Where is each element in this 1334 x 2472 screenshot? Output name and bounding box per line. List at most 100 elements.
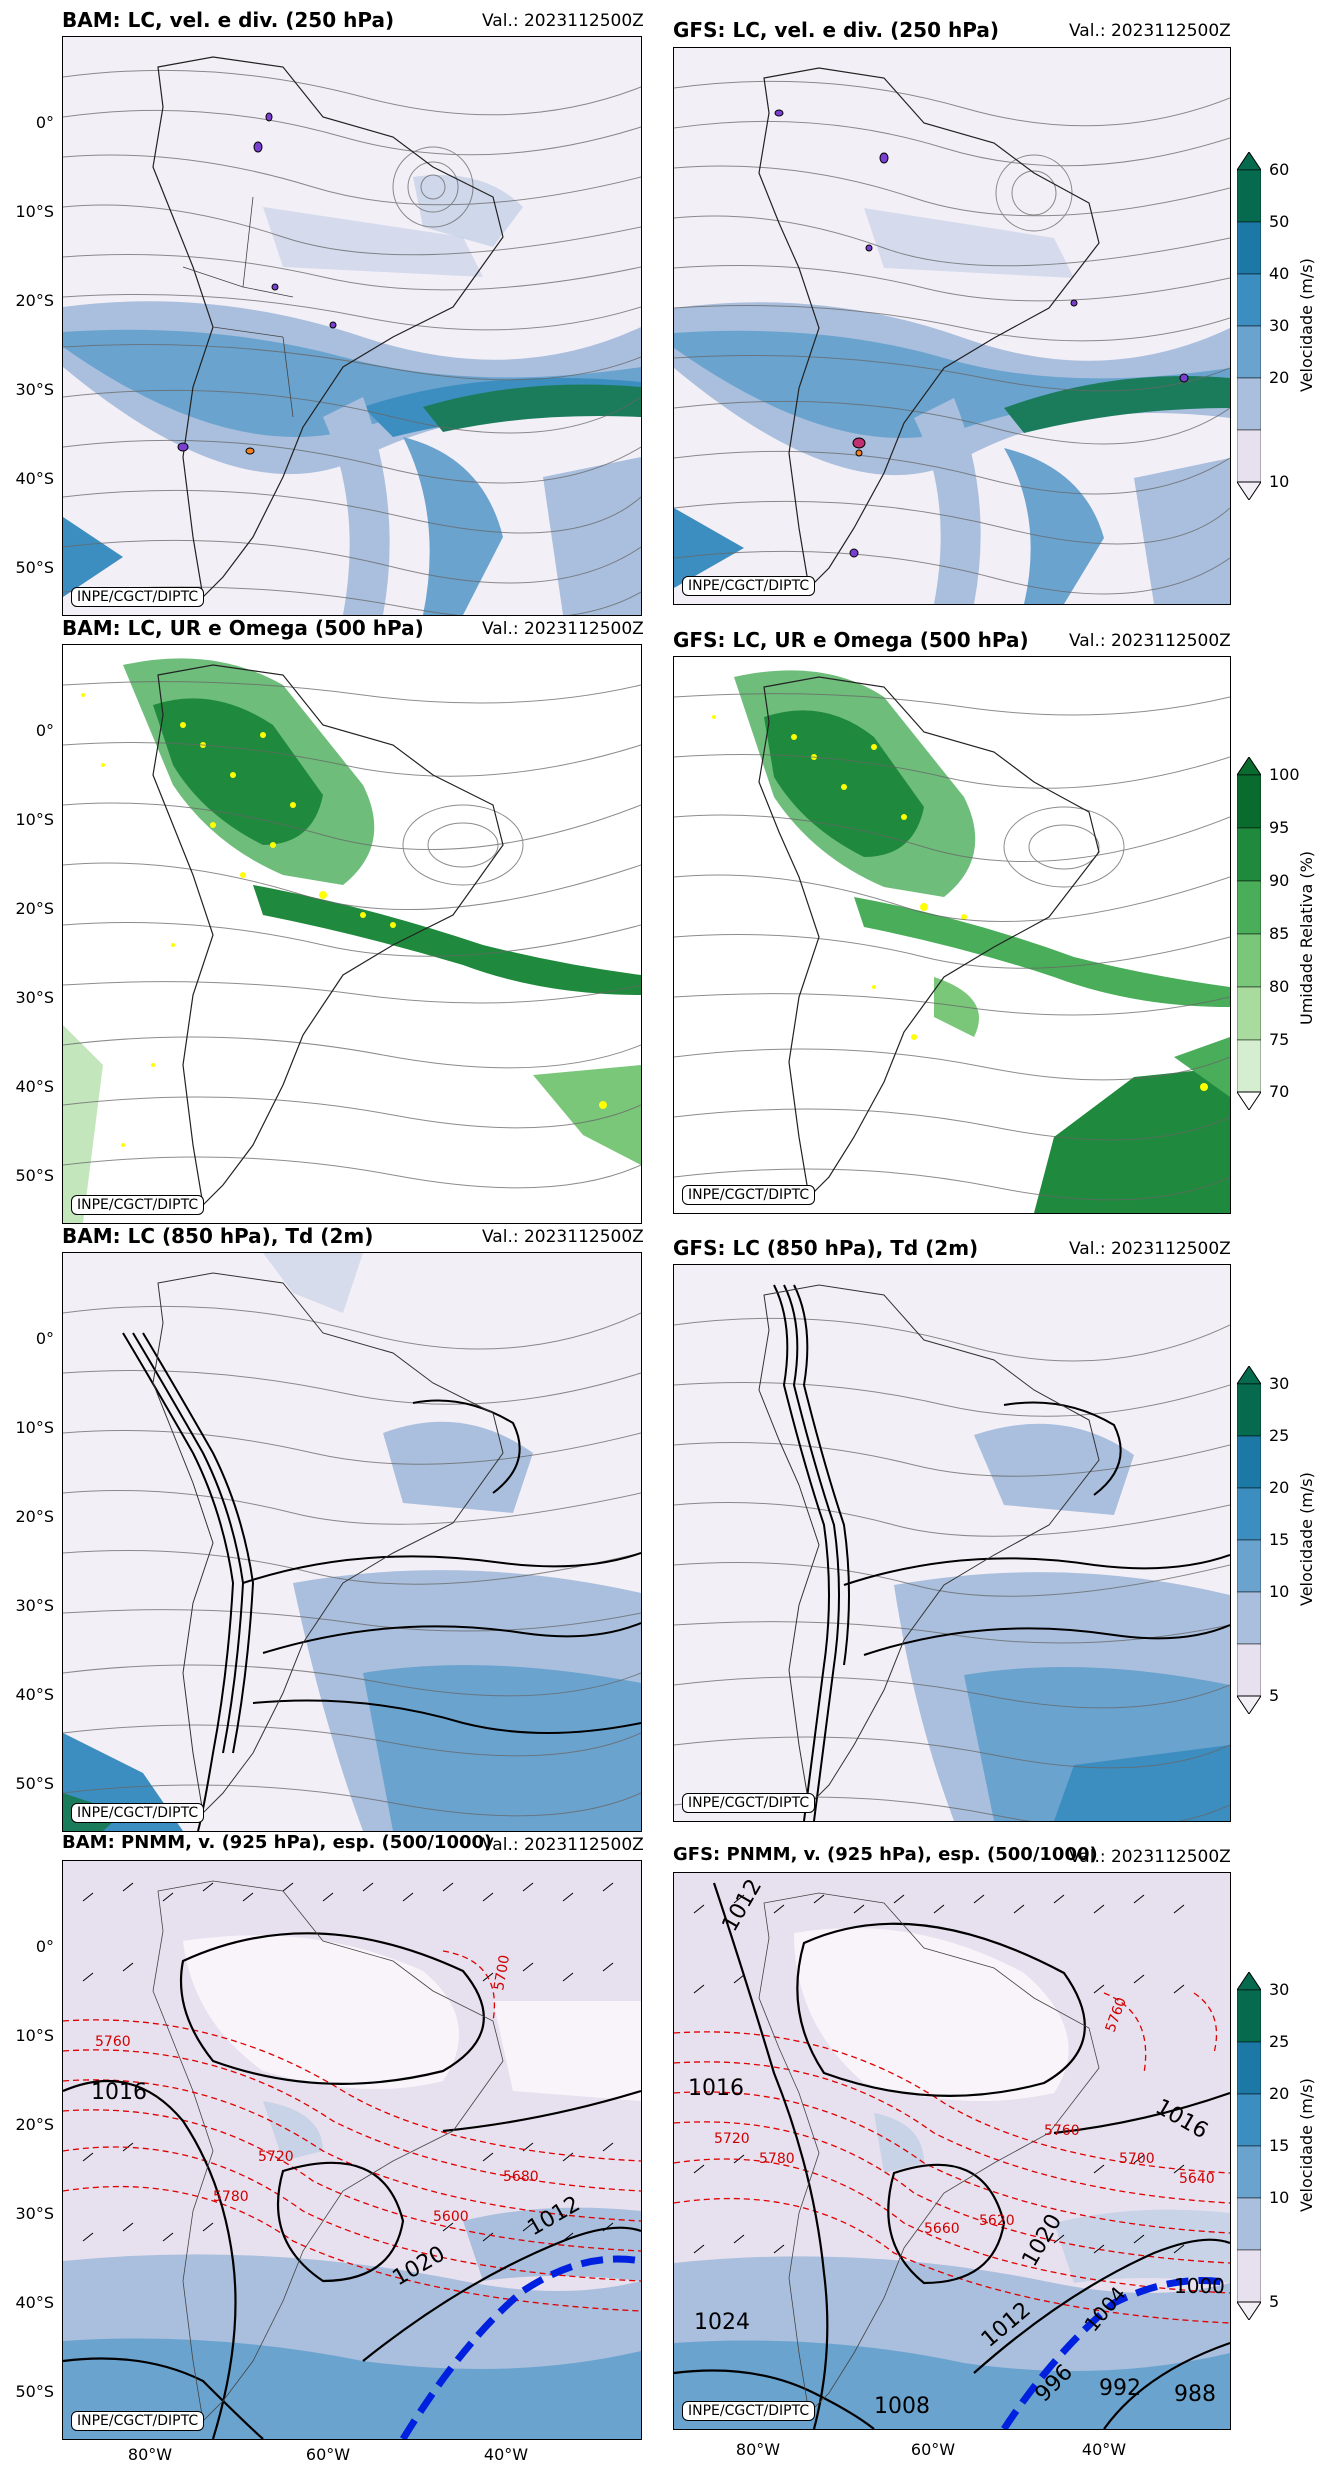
map-graphic-bam-850 bbox=[63, 1253, 641, 1831]
contour-label: 5780 bbox=[759, 2151, 795, 2167]
contour-label: 1016 bbox=[688, 2076, 744, 2101]
map-gfs-500[interactable]: INPE/CGCT/DIPTC bbox=[673, 656, 1231, 1214]
colorbar-tick: 25 bbox=[1269, 2032, 1290, 2051]
contour-label: 988 bbox=[1174, 2382, 1216, 2407]
colorbar-label: Velocidade (m/s) bbox=[1297, 258, 1316, 392]
credit-label: INPE/CGCT/DIPTC bbox=[71, 1803, 205, 1823]
contour-label: 1000 bbox=[1174, 2274, 1225, 2298]
map-gfs-pnmm[interactable]: 1012 1016 1016 5720 5760 5780 5660 5620 … bbox=[673, 1872, 1231, 2430]
credit-label: INPE/CGCT/DIPTC bbox=[682, 576, 816, 596]
lat-label: 30°S bbox=[15, 380, 54, 399]
colorbar-tick: 10 bbox=[1269, 2188, 1290, 2207]
colorbar-tick: 25 bbox=[1269, 1426, 1290, 1445]
contour-label: 1008 bbox=[874, 2394, 930, 2419]
lon-label: 40°W bbox=[483, 2445, 529, 2464]
colorbar-tick: 100 bbox=[1269, 765, 1300, 784]
lat-label: 20°S bbox=[15, 291, 54, 310]
lat-label: 30°S bbox=[15, 2204, 54, 2223]
colorbar-tick: 10 bbox=[1269, 472, 1290, 491]
colorbar-tick: 50 bbox=[1269, 212, 1290, 231]
panel-valid-bam-500: Val.: 2023112500Z bbox=[482, 619, 644, 639]
lat-label: 20°S bbox=[15, 2115, 54, 2134]
colorbar-tick: 20 bbox=[1269, 1478, 1290, 1497]
credit-label: INPE/CGCT/DIPTC bbox=[682, 1185, 816, 1205]
lat-label: 50°S bbox=[15, 1774, 54, 1793]
lon-label: 60°W bbox=[305, 2445, 351, 2464]
colorbar-tick: 15 bbox=[1269, 2136, 1290, 2155]
map-graphic-gfs-500 bbox=[674, 657, 1230, 1213]
lat-label: 20°S bbox=[15, 1507, 54, 1526]
contour-label: 5760 bbox=[95, 2034, 131, 2050]
panel-valid-bam-250: Val.: 2023112500Z bbox=[482, 11, 644, 31]
lat-label: 0° bbox=[35, 1937, 54, 1956]
lon-label: 40°W bbox=[1081, 2440, 1127, 2459]
colorbar-graphic bbox=[1237, 152, 1261, 500]
colorbar-tick: 60 bbox=[1269, 160, 1290, 179]
contour-label: 5720 bbox=[258, 2149, 294, 2165]
contour-label: 1016 bbox=[91, 2080, 147, 2105]
colorbar-tick: 90 bbox=[1269, 871, 1290, 890]
map-graphic-gfs-250 bbox=[674, 48, 1230, 604]
credit-label: INPE/CGCT/DIPTC bbox=[71, 1195, 205, 1215]
lat-label: 30°S bbox=[15, 988, 54, 1007]
map-gfs-250[interactable]: INPE/CGCT/DIPTC bbox=[673, 47, 1231, 605]
lat-label: 10°S bbox=[15, 2026, 54, 2045]
colorbar-label: Velocidade (m/s) bbox=[1297, 1472, 1316, 1606]
panel-valid-bam-850: Val.: 2023112500Z bbox=[482, 1227, 644, 1247]
panel-valid-gfs-250: Val.: 2023112500Z bbox=[1069, 21, 1231, 41]
map-bam-250[interactable]: INPE/CGCT/DIPTC bbox=[62, 36, 642, 616]
panel-valid-gfs-850: Val.: 2023112500Z bbox=[1069, 1239, 1231, 1259]
panel-title-gfs-250: GFS: LC, vel. e div. (250 hPa) bbox=[673, 18, 999, 42]
colorbar-umidade-500: 100 95 90 85 80 75 70 Umidade Relativa (… bbox=[1237, 757, 1316, 1110]
contour-label: 5700 bbox=[1119, 2151, 1155, 2167]
panel-title-gfs-850: GFS: LC (850 hPa), Td (2m) bbox=[673, 1236, 979, 1260]
lat-label: 20°S bbox=[15, 899, 54, 918]
lat-label: 0° bbox=[35, 113, 54, 132]
lat-label: 40°S bbox=[15, 469, 54, 488]
panel-title-bam-250: BAM: LC, vel. e div. (250 hPa) bbox=[62, 8, 395, 32]
lon-label: 80°W bbox=[127, 2445, 173, 2464]
lat-label: 10°S bbox=[15, 1418, 54, 1437]
colorbar-tick: 20 bbox=[1269, 368, 1290, 387]
colorbar-tick: 80 bbox=[1269, 977, 1290, 996]
panel-valid-gfs-pnmm: Val.: 2023112500Z bbox=[1069, 1847, 1231, 1867]
colorbar-tick: 5 bbox=[1269, 2292, 1280, 2311]
colorbar-tick: 30 bbox=[1269, 316, 1290, 335]
contour-label: 5780 bbox=[213, 2189, 249, 2205]
panel-valid-bam-pnmm: Val.: 2023112500Z bbox=[482, 1835, 644, 1855]
colorbar-tick: 70 bbox=[1269, 1082, 1290, 1101]
map-graphic-gfs-850 bbox=[674, 1265, 1230, 1821]
map-graphic-bam-pnmm: 5760 1016 5700 5720 5780 5680 5600 1020 … bbox=[63, 1861, 641, 2439]
colorbar-tick: 95 bbox=[1269, 818, 1290, 837]
lat-label: 40°S bbox=[15, 2293, 54, 2312]
colorbar-tick: 20 bbox=[1269, 2084, 1290, 2103]
contour-label: 5620 bbox=[979, 2213, 1015, 2229]
credit-label: INPE/CGCT/DIPTC bbox=[682, 2401, 816, 2421]
colorbar-graphic bbox=[1237, 1972, 1261, 2320]
lat-label: 10°S bbox=[15, 202, 54, 221]
colorbar-tick: 10 bbox=[1269, 1582, 1290, 1601]
contour-label: 5640 bbox=[1179, 2171, 1215, 2187]
lat-label: 40°S bbox=[15, 1685, 54, 1704]
panel-valid-gfs-500: Val.: 2023112500Z bbox=[1069, 631, 1231, 651]
panel-title-bam-850: BAM: LC (850 hPa), Td (2m) bbox=[62, 1224, 374, 1248]
contour-label: 1024 bbox=[694, 2310, 750, 2335]
colorbar-tick: 15 bbox=[1269, 1530, 1290, 1549]
panel-title-bam-pnmm: BAM: PNMM, v. (925 hPa), esp. (500/1000) bbox=[62, 1832, 493, 1853]
contour-label: 5600 bbox=[433, 2209, 469, 2225]
contour-label: 5760 bbox=[1044, 2123, 1080, 2139]
colorbar-tick: 40 bbox=[1269, 264, 1290, 283]
colorbar-label: Velocidade (m/s) bbox=[1297, 2078, 1316, 2212]
credit-label: INPE/CGCT/DIPTC bbox=[71, 587, 205, 607]
colorbar-tick: 30 bbox=[1269, 1980, 1290, 1999]
lat-label: 10°S bbox=[15, 810, 54, 829]
colorbar-tick: 5 bbox=[1269, 1686, 1280, 1705]
colorbar-tick: 30 bbox=[1269, 1374, 1290, 1393]
map-bam-500[interactable]: INPE/CGCT/DIPTC bbox=[62, 644, 642, 1224]
contour-label: 5720 bbox=[714, 2131, 750, 2147]
map-bam-850[interactable]: INPE/CGCT/DIPTC bbox=[62, 1252, 642, 1832]
credit-label: INPE/CGCT/DIPTC bbox=[682, 1793, 816, 1813]
map-bam-pnmm[interactable]: 5760 1016 5700 5720 5780 5680 5600 1020 … bbox=[62, 1860, 642, 2440]
map-gfs-850[interactable]: INPE/CGCT/DIPTC bbox=[673, 1264, 1231, 1822]
map-graphic-bam-500 bbox=[63, 645, 641, 1223]
